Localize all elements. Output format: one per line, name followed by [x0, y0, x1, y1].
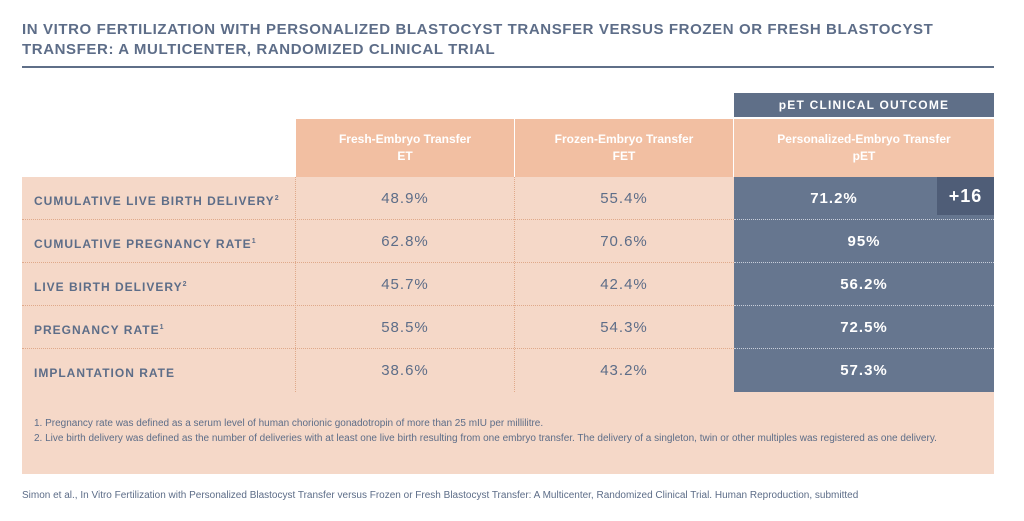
- table-row: LIVE BIRTH DELIVERY2 45.7% 42.4% 56.2%: [22, 263, 994, 306]
- row-divider-pet: [734, 219, 994, 220]
- cell-fet: 55.4%: [600, 190, 648, 207]
- cell-et: 48.9%: [381, 190, 429, 207]
- row-label: LIVE BIRTH DELIVERY2: [34, 263, 186, 306]
- column-header-fet-name: Frozen-Embryo Transfer: [554, 132, 694, 146]
- row-label-text: IMPLANTATION RATE: [34, 366, 175, 380]
- row-label-text: LIVE BIRTH DELIVERY: [34, 280, 183, 294]
- row-label-footnote: 2: [274, 195, 279, 202]
- column-header-pet-abbr: pET: [852, 149, 876, 163]
- row-label: IMPLANTATION RATE: [34, 349, 175, 392]
- pet-outcome-header: pET CLINICAL OUTCOME: [734, 93, 994, 117]
- column-header-fet-abbr: FET: [612, 149, 636, 163]
- cell-pet: 57.3%: [734, 349, 994, 392]
- table-row: CUMULATIVE LIVE BIRTH DELIVERY2 48.9% 55…: [22, 177, 994, 220]
- column-header-et: Fresh-Embryo Transfer ET: [296, 119, 514, 177]
- column-header-pet: Personalized-Embryo Transfer pET: [734, 119, 994, 177]
- footnotes: 1. Pregnancy rate was defined as a serum…: [34, 417, 984, 447]
- row-divider: [22, 262, 994, 263]
- footnote-2: 2. Live birth delivery was defined as th…: [34, 433, 937, 444]
- row-divider: [22, 348, 994, 349]
- cell-pet: 72.5%: [734, 306, 994, 349]
- cell-fet: 43.2%: [600, 362, 648, 379]
- table-row: IMPLANTATION RATE 38.6% 43.2% 57.3%: [22, 349, 994, 392]
- cell-et: 62.8%: [381, 233, 429, 250]
- cell-et: 45.7%: [381, 276, 429, 293]
- row-divider-pet: [734, 348, 994, 349]
- page-title: IN VITRO FERTILIZATION WITH PERSONALIZED…: [22, 21, 934, 58]
- row-label-text: CUMULATIVE PREGNANCY RATE: [34, 237, 252, 251]
- table-row: PREGNANCY RATE1 58.5% 54.3% 72.5%: [22, 306, 994, 349]
- column-divider: [514, 177, 515, 392]
- row-label-footnote: 1: [159, 324, 164, 331]
- row-divider-pet: [734, 262, 994, 263]
- column-header-et-abbr: ET: [397, 149, 413, 163]
- row-label-footnote: 1: [251, 238, 256, 245]
- cell-et: 38.6%: [381, 362, 429, 379]
- cell-fet: 42.4%: [600, 276, 648, 293]
- column-divider: [295, 177, 296, 392]
- column-header-et-name: Fresh-Embryo Transfer: [338, 132, 472, 146]
- row-divider-pet: [734, 305, 994, 306]
- table-row: CUMULATIVE PREGNANCY RATE1 62.8% 70.6% 9…: [22, 220, 994, 263]
- row-label: CUMULATIVE LIVE BIRTH DELIVERY2: [34, 177, 279, 220]
- cell-fet: 70.6%: [600, 233, 648, 250]
- column-header-pet-name: Personalized-Embryo Transfer: [777, 132, 951, 146]
- row-label-text: PREGNANCY RATE: [34, 323, 160, 337]
- row-label-text: CUMULATIVE LIVE BIRTH DELIVERY: [34, 194, 275, 208]
- increase-badge: +16: [937, 177, 994, 215]
- row-divider: [22, 219, 994, 220]
- title-divider: [22, 66, 994, 68]
- cell-et: 58.5%: [381, 319, 429, 336]
- row-label-footnote: 2: [182, 281, 187, 288]
- citation: Simon et al., In Vitro Fertilization wit…: [22, 490, 859, 501]
- column-header-fet: Frozen-Embryo Transfer FET: [515, 119, 733, 177]
- row-divider: [22, 305, 994, 306]
- cell-fet: 54.3%: [600, 319, 648, 336]
- cell-pet: 56.2%: [734, 263, 994, 306]
- row-label: CUMULATIVE PREGNANCY RATE1: [34, 220, 256, 263]
- cell-pet: 95%: [734, 220, 994, 263]
- row-label: PREGNANCY RATE1: [34, 306, 163, 349]
- footnote-1: 1. Pregnancy rate was defined as a serum…: [34, 418, 544, 429]
